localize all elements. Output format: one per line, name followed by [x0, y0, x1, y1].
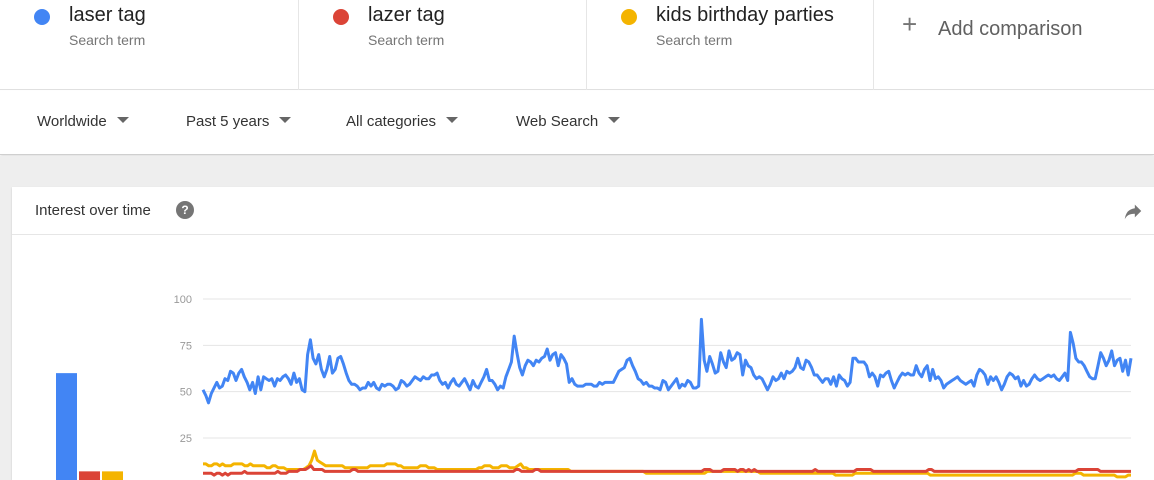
search-term-type: Search term [656, 32, 733, 48]
add-comparison-button[interactable]: + Add comparison [874, 0, 1154, 90]
filter-label: Past 5 years [186, 113, 270, 130]
share-icon[interactable] [1122, 200, 1144, 222]
search-type-filter-dropdown[interactable]: Web Search [516, 113, 621, 135]
caret-down-icon [279, 117, 292, 123]
series-line-lazer-tag[interactable] [203, 464, 1131, 477]
caret-down-icon [116, 117, 129, 123]
search-term-kids-birthday-parties[interactable]: kids birthday parties Search term [587, 0, 874, 90]
series-color-dot [333, 9, 349, 25]
filter-bar: Worldwide Past 5 years All categories We… [0, 91, 1154, 155]
search-term-type: Search term [69, 32, 146, 48]
caret-down-icon [608, 117, 621, 123]
y-tick-label: 50 [180, 387, 192, 399]
interest-over-time-card: Interest over time ? 25 50 75 100 [12, 187, 1154, 480]
filter-label: Worldwide [37, 113, 107, 130]
search-term-lazer-tag[interactable]: lazer tag Search term [299, 0, 587, 90]
search-terms-bar: laser tag Search term lazer tag Search t… [0, 0, 1154, 90]
caret-down-icon [446, 117, 459, 123]
series-line-kids-birthday-parties[interactable] [203, 449, 1131, 479]
search-term-laser-tag[interactable]: laser tag Search term [0, 0, 299, 90]
category-filter-dropdown[interactable]: All categories [346, 113, 459, 135]
add-comparison-label: Add comparison [938, 18, 1083, 40]
series-color-dot [621, 9, 637, 25]
filter-label: Web Search [516, 113, 599, 130]
search-term-name: laser tag [69, 4, 146, 26]
plus-icon: + [902, 9, 918, 39]
average-bar-kids-birthday-parties[interactable] [102, 471, 123, 480]
average-bar-lazer-tag[interactable] [79, 471, 100, 480]
card-header: Interest over time ? [12, 187, 1154, 235]
filter-label: All categories [346, 113, 437, 130]
interest-chart: 25 50 75 100 [56, 294, 1133, 480]
series-color-dot [34, 9, 50, 25]
search-term-name: kids birthday parties [656, 4, 834, 26]
y-tick-label: 100 [174, 294, 192, 306]
average-bar-laser-tag[interactable] [56, 373, 77, 480]
help-icon[interactable]: ? [176, 201, 194, 219]
search-term-type: Search term [368, 32, 445, 48]
y-tick-label: 75 [180, 340, 192, 352]
search-term-name: lazer tag [368, 4, 445, 26]
card-title: Interest over time [35, 202, 151, 219]
time-range-filter-dropdown[interactable]: Past 5 years [186, 113, 292, 135]
y-tick-label: 25 [180, 433, 192, 445]
series-line-laser-tag[interactable] [201, 317, 1133, 405]
region-filter-dropdown[interactable]: Worldwide [37, 113, 129, 135]
